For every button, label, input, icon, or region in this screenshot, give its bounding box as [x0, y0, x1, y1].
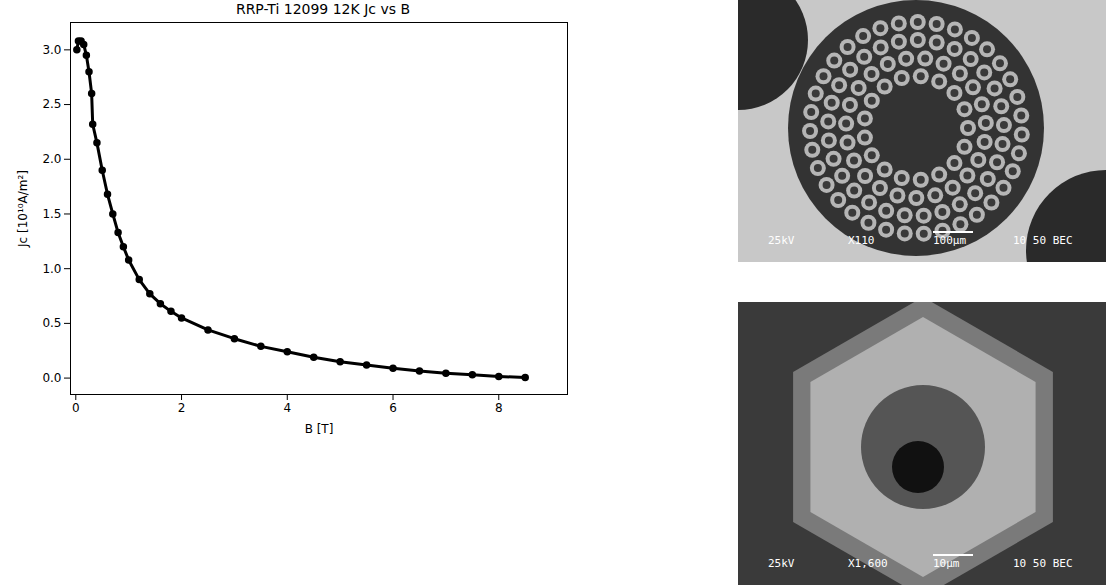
svg-text:10µm: 10µm	[933, 557, 960, 570]
svg-text:4: 4	[283, 401, 291, 415]
svg-text:X110: X110	[848, 234, 875, 247]
svg-text:2.0: 2.0	[42, 152, 61, 166]
svg-text:10 50 BEC: 10 50 BEC	[1013, 557, 1073, 570]
svg-text:10 50 BEC: 10 50 BEC	[1013, 234, 1073, 247]
svg-text:100µm: 100µm	[933, 234, 966, 247]
svg-text:25kV: 25kV	[768, 234, 795, 247]
svg-text:0.0: 0.0	[42, 371, 61, 385]
svg-text:3.0: 3.0	[42, 43, 61, 57]
html-text:RRP-Ti 12099 12K Jc vs B: RRP-Ti 12099 12K Jc vs B	[235, 1, 411, 17]
svg-text:B [T]: B [T]	[305, 422, 334, 436]
svg-text:0.5: 0.5	[42, 316, 61, 330]
svg-text:X1,600: X1,600	[848, 557, 888, 570]
svg-text:Jc [10¹⁰A/m²]: Jc [10¹⁰A/m²]	[16, 170, 30, 248]
svg-text:1.5: 1.5	[42, 207, 61, 221]
svg-text:6: 6	[389, 401, 397, 415]
svg-text:2: 2	[178, 401, 186, 415]
svg-text:0: 0	[72, 401, 80, 415]
svg-text:1.0: 1.0	[42, 262, 61, 276]
svg-text:25kV: 25kV	[768, 557, 795, 570]
svg-text:2.5: 2.5	[42, 97, 61, 111]
svg-text:8: 8	[495, 401, 503, 415]
